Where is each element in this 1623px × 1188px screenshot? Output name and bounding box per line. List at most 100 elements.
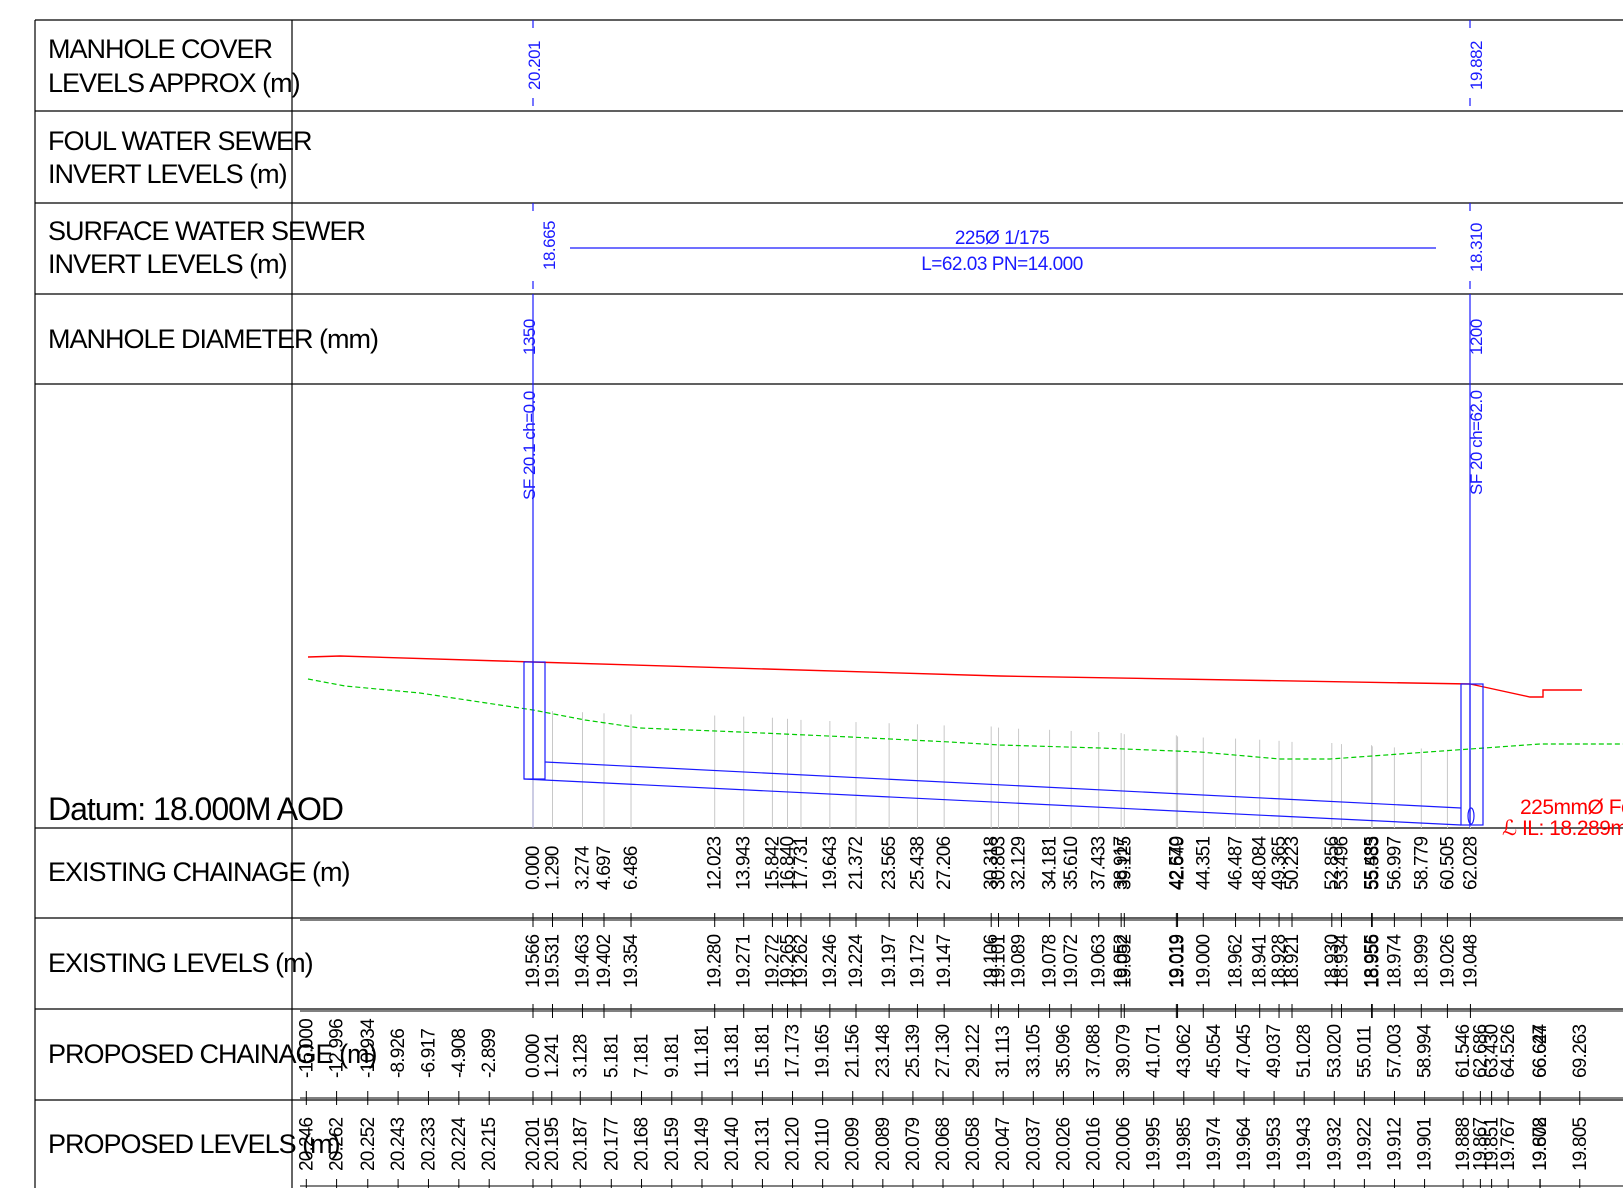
pipe-annotation: 225Ø 1/175 L=62.03 PN=14.000 [570,228,1436,275]
existing-level-value: 19.026 [1437,934,1458,988]
existing-level-value: 19.272 [762,934,783,988]
existing-chainage-value: 3.274 [572,845,593,890]
proposed-level-value: 19.678 [1530,1117,1551,1171]
pipe-spec: 225Ø 1/175 [955,228,1049,249]
manhole-2-cover-level: 19.882 [1467,41,1486,90]
existing-chainage-value: 19.643 [820,836,841,890]
proposed-chainage-value: 27.130 [933,1024,954,1078]
existing-chainage-value: 60.505 [1437,836,1458,890]
proposed-level-value: 20.099 [843,1117,864,1171]
existing-chainage-value: 15.842 [762,836,783,890]
existing-level-value: 19.019 [1166,934,1187,988]
existing-level-value: 19.354 [621,933,642,988]
proposed-chainage-value: 3.128 [570,1034,591,1078]
proposed-level-value: 20.047 [993,1117,1014,1171]
existing-chainage-value: 62.028 [1460,836,1481,890]
proposed-chainage-value: 63.430 [1482,1024,1503,1078]
existing-level-value: 19.224 [846,933,867,988]
proposed-chainage-value: 29.122 [963,1024,984,1078]
existing-level-value: 18.934 [1331,933,1352,988]
existing-ground-line [307,678,1623,760]
datum-label: Datum: 18.000M AOD [48,791,343,827]
existing-level-value: 19.197 [879,934,900,988]
proposed-chainage-value: 25.139 [903,1024,924,1078]
existing-chainage-value: 44.351 [1193,836,1214,890]
proposed-chainage-value: -8.926 [388,1029,409,1078]
existing-chainage-value: 16.840 [778,836,799,890]
existing-level-value: 18.941 [1250,934,1271,988]
proposed-chainage-value: 7.181 [632,1034,653,1078]
proposed-chainage-value: 21.156 [843,1024,864,1078]
proposed-level-value: 20.168 [632,1117,653,1171]
proposed-level-value: 20.110 [813,1119,834,1171]
proposed-level-value: 20.233 [418,1117,439,1171]
proposed-chainage-value: 51.028 [1294,1024,1315,1078]
existing-level-value: 18.999 [1411,934,1432,988]
label-foul-2: INVERT LEVELS (m) [48,159,287,189]
existing-chainage-value: 32.129 [1009,836,1030,890]
manhole-2: 19.882 18.310 1200 SF 20 ch=62.0 [1467,20,1486,828]
proposed-chainage-value: 45.054 [1204,1023,1225,1078]
manhole-1-cover-level: 20.201 [525,41,544,90]
proposed-level-value: 20.201 [523,1117,544,1171]
manhole-2-chamber [1460,683,1484,826]
proposed-chainage-value: 0.000 [523,1034,544,1078]
proposed-chainage-value: 15.181 [752,1024,773,1078]
proposed-level-value: 19.985 [1174,1117,1195,1171]
proposed-level-value: 20.140 [722,1117,743,1171]
label-proposed-levels: PROPOSED LEVELS (m) [48,1129,340,1159]
existing-level-value: 19.089 [1009,934,1030,988]
manhole-2-invert-level: 18.310 [1467,223,1486,272]
existing-chainage-value: 13.943 [734,836,755,890]
proposed-chainage-value: 13.181 [722,1024,743,1078]
existing-chainage-value: 25.438 [907,836,928,890]
proposed-chainage-value: 57.003 [1384,1024,1405,1078]
existing-level-value: 19.052 [1111,934,1132,988]
existing-level-value: 19.063 [1089,934,1110,988]
proposed-level-value: 20.149 [692,1117,713,1171]
proposed-chainage-value: 66.644 [1530,1023,1551,1078]
existing-level-value: 18.955 [1362,934,1383,988]
existing-chainage-value: 30.803 [989,836,1010,890]
existing-chainage-value: 21.372 [846,836,867,890]
proposed-level-value: 19.888 [1453,1117,1474,1171]
pipe-invert [523,778,1462,826]
existing-level-value: 18.974 [1384,933,1405,988]
existing-chainage-value: 35.610 [1061,836,1082,890]
proposed-chainage-value: 62.686 [1470,1024,1491,1078]
existing-level-value: 19.265 [778,934,799,988]
manhole-1-label: SF 20.1 ch=0.0 [520,391,539,500]
proposed-level-value: 19.805 [1570,1117,1591,1171]
proposed-level-value: 20.079 [903,1117,924,1171]
label-cover-1: MANHOLE COVER [48,34,273,64]
existing-level-value: 19.052 [1114,934,1135,988]
proposed-level-value: 20.037 [1023,1117,1044,1171]
proposed-chainage-value: 41.071 [1144,1024,1165,1078]
proposed-chainage-value: -4.908 [449,1029,470,1078]
existing-level-value: 19.246 [820,934,841,988]
existing-level-value: 18.956 [1362,934,1383,988]
existing-level-value: 19.262 [791,934,812,988]
proposed-chainage-value: 19.165 [813,1024,834,1078]
proposed-chainage-value: 53.020 [1324,1024,1345,1078]
existing-chainage-value: 6.486 [621,846,642,890]
manhole-2-diameter: 1200 [1467,319,1486,355]
proposed-chainage-value: 31.113 [993,1026,1014,1078]
existing-level-value: 19.000 [1193,934,1214,988]
proposed-chainage-value: 55.011 [1354,1026,1375,1078]
proposed-chainage-value: 66.627 [1530,1024,1551,1078]
proposed-level-value: 20.246 [296,1117,317,1171]
proposed-chainage-value: 37.088 [1084,1024,1105,1078]
proposed-level-value: 20.187 [570,1117,591,1171]
existing-chainage-value: 55.485 [1362,836,1383,890]
label-diameter: MANHOLE DIAMETER (mm) [48,324,378,354]
proposed-chainage-value: 5.181 [601,1034,622,1078]
proposed-level-value: 19.802 [1530,1117,1551,1171]
proposed-values: -15.000 20.246 -12.996 20.262 -10.934 20.252 -… [296,1018,1623,1188]
existing-chainage-value: 34.181 [1040,836,1061,890]
existing-chainage-value: 58.779 [1411,836,1432,890]
proposed-chainage-value: 47.045 [1234,1024,1255,1078]
proposed-level-value: 20.006 [1114,1117,1135,1171]
existing-chainage-value: 17.731 [791,836,812,890]
proposed-level-value: 20.262 [327,1117,348,1171]
